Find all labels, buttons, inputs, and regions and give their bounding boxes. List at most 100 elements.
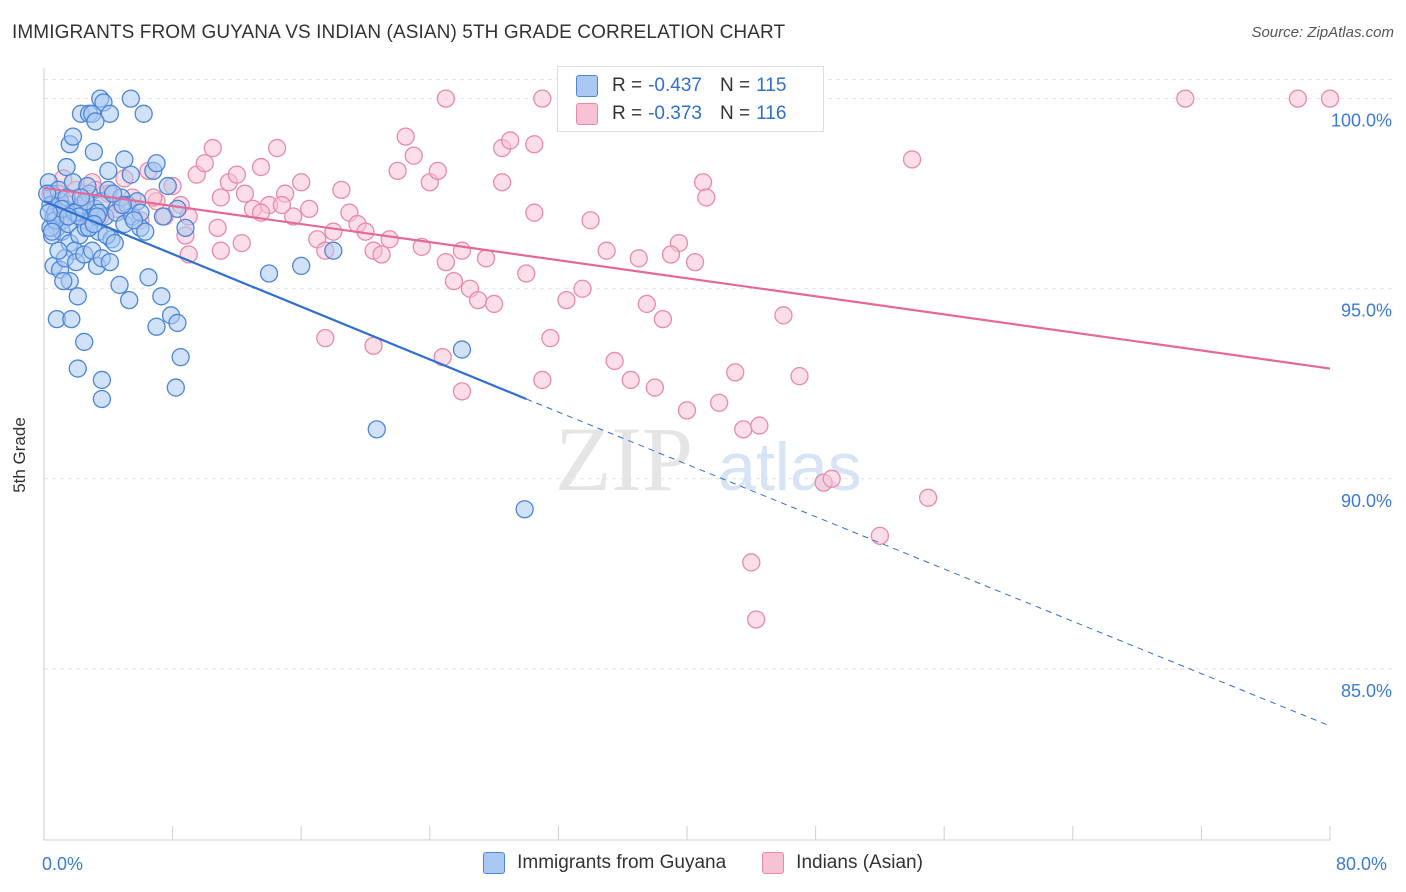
- series-guyana-points: [38, 89, 534, 519]
- point-indians-asian: [232, 233, 251, 253]
- point-guyana: [92, 370, 112, 390]
- legend-item-guyana[interactable]: Immigrants from Guyana: [483, 852, 726, 874]
- stats-legend-row-guyana: R = -0.437 N = 115: [576, 73, 804, 99]
- point-indians-asian: [726, 363, 745, 382]
- point-indians-asian: [742, 553, 761, 572]
- point-indians-asian: [1176, 89, 1195, 108]
- legend-label-guyana: Immigrants from Guyana: [517, 852, 727, 873]
- legend-r-label: R =: [612, 103, 643, 124]
- point-indians-asian: [436, 89, 456, 108]
- legend-item-indians[interactable]: Indians (Asian): [762, 852, 923, 874]
- point-guyana: [68, 359, 87, 378]
- legend-n-label: N =: [719, 75, 751, 96]
- watermark-zip: ZIP: [555, 408, 693, 510]
- point-indians-asian: [404, 146, 423, 165]
- point-guyana: [62, 309, 81, 329]
- point-guyana: [134, 104, 153, 123]
- point-indians-asian: [300, 199, 319, 219]
- point-indians-asian: [501, 131, 520, 150]
- point-indians-asian: [621, 370, 640, 390]
- point-indians-asian: [251, 157, 271, 177]
- watermark-atlas: atlas: [718, 429, 862, 505]
- point-indians-asian: [436, 252, 456, 272]
- point-indians-asian: [637, 294, 656, 314]
- point-indians-asian: [685, 252, 705, 272]
- point-guyana: [166, 378, 185, 397]
- point-guyana: [120, 290, 139, 310]
- legend-swatch-guyana: [576, 75, 598, 97]
- point-guyana: [152, 287, 171, 306]
- point-indians-asian: [870, 526, 890, 545]
- point-indians-asian: [525, 203, 544, 222]
- point-indians-asian: [484, 294, 504, 314]
- point-indians-asian: [581, 211, 600, 230]
- point-guyana: [100, 104, 120, 123]
- point-guyana: [68, 287, 87, 306]
- point-indians-asian: [208, 218, 227, 238]
- point-indians-asian: [476, 249, 496, 268]
- point-guyana: [176, 218, 195, 238]
- point-indians-asian: [750, 416, 769, 435]
- point-indians-asian: [597, 241, 616, 260]
- point-guyana: [324, 241, 343, 260]
- legend-n-label: N =: [719, 103, 751, 124]
- point-indians-asian: [573, 279, 592, 298]
- point-indians-asian: [468, 290, 488, 310]
- legend-n-value: 116: [756, 103, 787, 124]
- point-guyana: [100, 252, 120, 272]
- point-indians-asian: [428, 161, 447, 181]
- point-indians-asian: [492, 173, 512, 192]
- point-indians-asian: [533, 370, 552, 390]
- point-guyana: [147, 317, 166, 336]
- chart-source: Source: ZipAtlas.com: [1251, 24, 1394, 41]
- point-indians-asian: [235, 184, 255, 203]
- point-indians-asian: [396, 127, 415, 146]
- point-guyana: [292, 256, 311, 276]
- legend-swatch-indians: [576, 103, 598, 125]
- point-guyana: [153, 207, 173, 226]
- point-indians-asian: [629, 249, 648, 268]
- point-indians-asian: [324, 222, 343, 241]
- point-indians-asian: [645, 378, 664, 397]
- chart-title: IMMIGRANTS FROM GUYANA VS INDIAN (ASIAN)…: [12, 22, 786, 43]
- point-guyana: [49, 241, 68, 260]
- point-indians-asian: [332, 180, 351, 200]
- trend-line-guyana: [43, 200, 527, 400]
- trend-lines: [43, 186, 1331, 727]
- y-tick-labels: 85.0% 90.0% 95.0% 100.0%: [1331, 111, 1392, 701]
- point-indians-asian: [693, 173, 713, 192]
- point-indians-asian: [677, 401, 697, 420]
- point-guyana: [42, 222, 62, 241]
- legend-n-value: 115: [756, 75, 787, 96]
- stats-legend: R = -0.437 N = 115 R = -0.373 N = 116: [557, 66, 824, 132]
- point-guyana: [124, 211, 144, 230]
- point-indians-asian: [525, 135, 544, 154]
- point-indians-asian: [734, 420, 753, 439]
- legend-r-label: R =: [612, 75, 643, 96]
- point-indians-asian: [227, 165, 247, 184]
- point-guyana: [75, 332, 94, 352]
- point-indians-asian: [533, 89, 552, 108]
- legend-swatch-guyana: [483, 852, 506, 874]
- point-indians-asian: [195, 154, 214, 173]
- point-indians-asian: [203, 138, 222, 158]
- series-indians-asian-points: [41, 89, 1340, 629]
- point-guyana: [105, 233, 124, 253]
- point-guyana: [259, 264, 279, 283]
- legend-swatch-indians: [762, 852, 785, 874]
- point-guyana: [168, 313, 187, 333]
- point-indians-asian: [605, 351, 624, 371]
- point-indians-asian: [372, 245, 391, 264]
- watermark: ZIP atlas: [555, 408, 862, 510]
- point-indians-asian: [653, 309, 673, 329]
- point-indians-asian: [902, 150, 922, 169]
- point-indians-asian: [822, 469, 841, 488]
- point-indians-asian: [746, 610, 766, 629]
- point-guyana: [452, 340, 472, 359]
- point-guyana: [147, 154, 166, 173]
- y-tick-label: 100.0%: [1331, 111, 1392, 131]
- point-indians-asian: [452, 382, 472, 401]
- point-indians-asian: [292, 173, 311, 192]
- point-indians-asian: [444, 271, 464, 291]
- y-axis-label: 5th Grade: [10, 417, 29, 493]
